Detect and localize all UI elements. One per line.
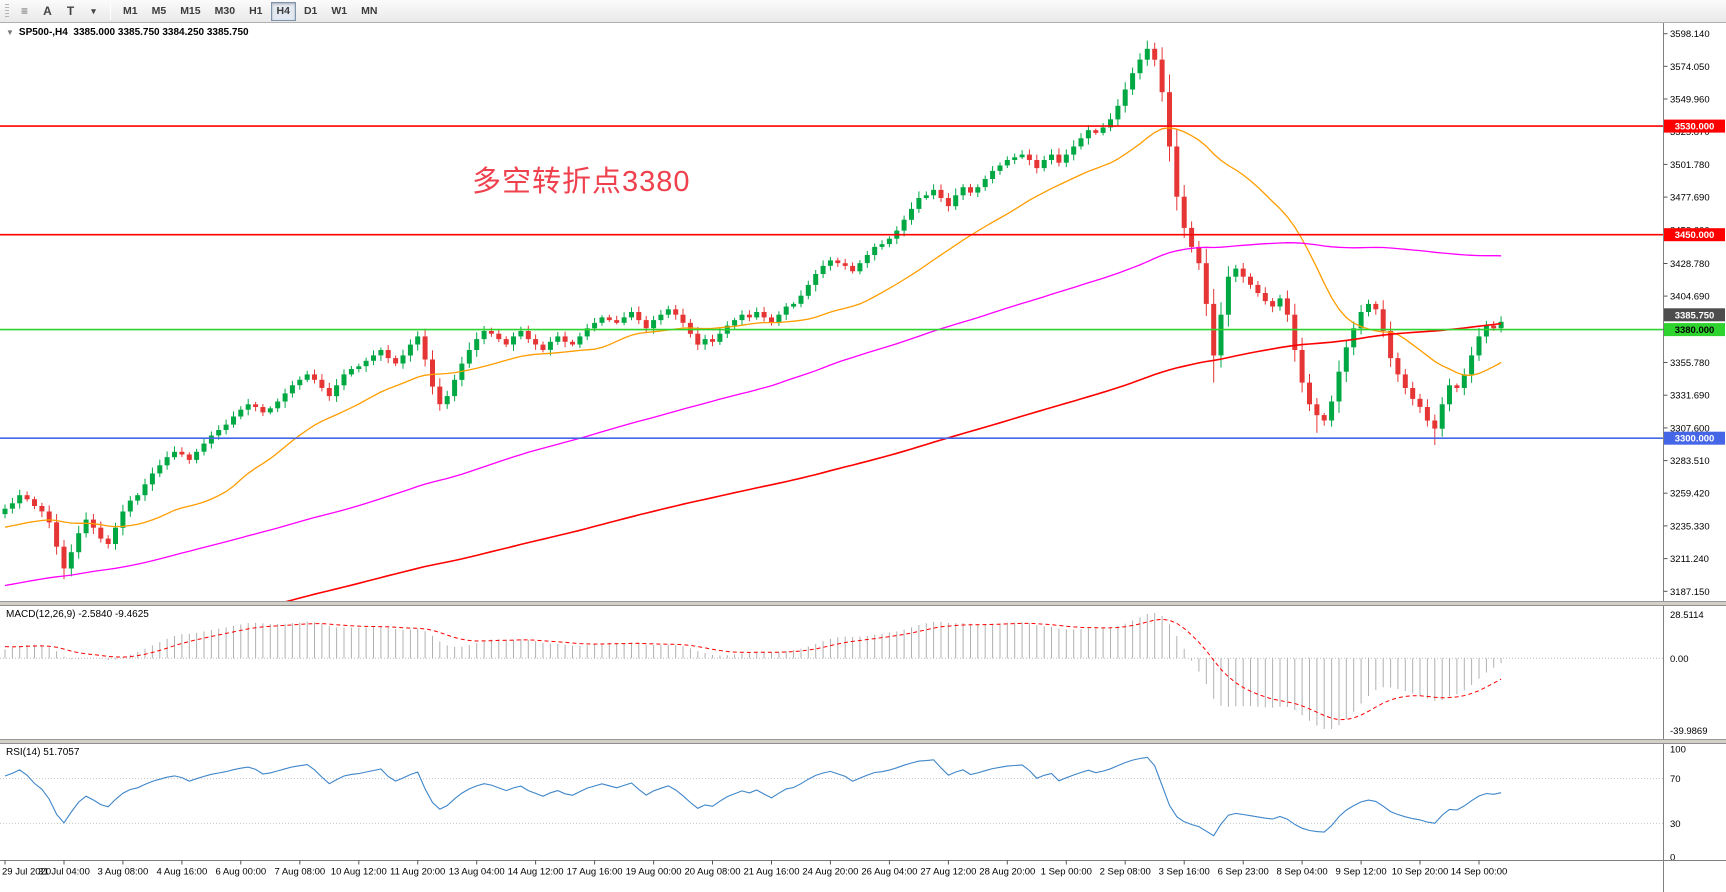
svg-text:3385.750: 3385.750: [1675, 310, 1715, 321]
rsi-panel: [0, 756, 1663, 837]
timeframe-button-m30[interactable]: M30: [209, 2, 241, 21]
svg-text:3259.420: 3259.420: [1670, 489, 1710, 500]
svg-text:11 Aug 20:00: 11 Aug 20:00: [390, 867, 445, 878]
svg-text:3307.600: 3307.600: [1670, 423, 1710, 434]
panel-divider-macd[interactable]: [0, 601, 1726, 606]
svg-text:3501.780: 3501.780: [1670, 160, 1710, 171]
timeframe-button-m5[interactable]: M5: [146, 2, 173, 21]
toolbar-separator: [110, 2, 111, 20]
svg-text:3283.510: 3283.510: [1670, 456, 1710, 467]
annotate-letter-a-button[interactable]: A: [37, 2, 58, 21]
svg-text:0.00: 0.00: [1670, 654, 1689, 665]
toolbar-icons: ≡ A T ▾: [13, 2, 105, 21]
rsi-header: RSI(14) 51.7057: [6, 747, 79, 758]
ma-mid-line: [4, 242, 1502, 587]
svg-text:3530.000: 3530.000: [1675, 122, 1715, 133]
svg-text:3574.050: 3574.050: [1670, 62, 1710, 73]
svg-text:28.5114: 28.5114: [1670, 610, 1704, 621]
timeframe-button-m1[interactable]: M1: [117, 2, 144, 21]
svg-text:3187.150: 3187.150: [1670, 587, 1710, 598]
svg-text:8 Sep 04:00: 8 Sep 04:00: [1276, 867, 1327, 878]
svg-text:24 Aug 20:00: 24 Aug 20:00: [802, 867, 858, 878]
svg-text:3 Aug 08:00: 3 Aug 08:00: [98, 867, 149, 878]
ma-fast-line: [4, 127, 1502, 528]
timeframe-group: M1 M5 M15 M30 H1 H4 D1 W1 MN: [116, 1, 384, 21]
chart-ohlc-header: SP500-,H4 3385.000 3385.750 3384.250 338…: [18, 27, 249, 38]
svg-text:70: 70: [1670, 774, 1681, 785]
svg-text:3428.780: 3428.780: [1670, 259, 1710, 270]
svg-text:3235.330: 3235.330: [1670, 521, 1710, 532]
candles-layer: [2, 40, 1504, 580]
macd-header: MACD(12,26,9) -2.5840 -9.4625: [6, 609, 149, 620]
svg-text:29 Jul 2020: 29 Jul 2020: [2, 867, 51, 878]
rsi-header-label: RSI(14) 51.7057: [6, 747, 80, 758]
svg-text:19 Aug 00:00: 19 Aug 00:00: [626, 867, 682, 878]
timeframe-button-w1[interactable]: W1: [325, 2, 353, 21]
svg-text:100: 100: [1670, 745, 1686, 756]
macd-header-label: MACD(12,26,9) -2.5840 -9.4625: [6, 609, 149, 620]
timeframe-button-mn[interactable]: MN: [355, 2, 383, 21]
annotation-text: 多空转折点3380: [472, 166, 691, 198]
svg-text:9 Sep 12:00: 9 Sep 12:00: [1335, 867, 1386, 878]
timeframe-button-h4[interactable]: H4: [270, 1, 296, 21]
svg-text:3549.960: 3549.960: [1670, 95, 1710, 106]
price-axis[interactable]: 3598.140 3574.050 3549.960 3525.870 3501.780…: [1663, 22, 1726, 892]
rsi-line: [4, 756, 1502, 837]
svg-text:3331.690: 3331.690: [1670, 391, 1710, 402]
svg-text:3477.690: 3477.690: [1670, 193, 1710, 204]
svg-text:3211.240: 3211.240: [1670, 554, 1709, 565]
toolbar: ≡ A T ▾ M1 M5 M15 M30 H1 H4 D1 W1 MN: [0, 0, 1726, 23]
svg-text:3525.870: 3525.870: [1670, 127, 1710, 138]
svg-text:6 Aug 00:00: 6 Aug 00:00: [215, 867, 266, 878]
svg-text:3380.000: 3380.000: [1675, 325, 1715, 336]
svg-text:13 Aug 04:00: 13 Aug 04:00: [449, 867, 505, 878]
svg-text:14 Sep 00:00: 14 Sep 00:00: [1451, 867, 1508, 878]
svg-text:10 Sep 20:00: 10 Sep 20:00: [1392, 867, 1449, 878]
svg-text:20 Aug 08:00: 20 Aug 08:00: [685, 867, 741, 878]
svg-text:28 Aug 20:00: 28 Aug 20:00: [979, 867, 1035, 878]
collapse-arrow-icon[interactable]: ▼: [6, 28, 14, 37]
text-tool-icon[interactable]: T: [60, 2, 81, 21]
svg-text:14 Aug 12:00: 14 Aug 12:00: [508, 867, 564, 878]
svg-text:31 Jul 04:00: 31 Jul 04:00: [38, 867, 90, 878]
macd-panel: [0, 613, 1663, 729]
svg-text:0: 0: [1670, 853, 1675, 864]
svg-text:21 Aug 16:00: 21 Aug 16:00: [744, 867, 800, 878]
svg-text:3404.690: 3404.690: [1670, 292, 1710, 303]
timeframe-button-d1[interactable]: D1: [298, 2, 323, 21]
svg-text:30: 30: [1670, 819, 1681, 830]
timeframe-button-m15[interactable]: M15: [174, 2, 206, 21]
svg-text:27 Aug 12:00: 27 Aug 12:00: [920, 867, 976, 878]
dropdown-caret-icon[interactable]: ▾: [83, 2, 104, 21]
svg-text:1 Sep 00:00: 1 Sep 00:00: [1041, 867, 1092, 878]
svg-text:7 Aug 08:00: 7 Aug 08:00: [274, 867, 325, 878]
svg-text:4 Aug 16:00: 4 Aug 16:00: [157, 867, 208, 878]
svg-text:26 Aug 04:00: 26 Aug 04:00: [861, 867, 917, 878]
panel-divider-rsi[interactable]: [0, 739, 1726, 744]
timeframe-button-h1[interactable]: H1: [243, 2, 268, 21]
main-chart-header: ▼ SP500-,H4 3385.000 3385.750 3384.250 3…: [6, 27, 249, 38]
svg-text:-39.9869: -39.9869: [1670, 726, 1708, 737]
toolbar-grip-handle[interactable]: [5, 4, 9, 18]
svg-text:2 Sep 08:00: 2 Sep 08:00: [1100, 867, 1151, 878]
charts-list-icon[interactable]: ≡: [14, 2, 35, 21]
svg-text:3300.000: 3300.000: [1675, 434, 1715, 445]
svg-text:6 Sep 23:00: 6 Sep 23:00: [1218, 867, 1269, 878]
svg-text:17 Aug 16:00: 17 Aug 16:00: [567, 867, 623, 878]
svg-text:10 Aug 12:00: 10 Aug 12:00: [331, 867, 387, 878]
ma-slow-line: [285, 322, 1502, 601]
svg-text:3598.140: 3598.140: [1670, 29, 1710, 40]
svg-text:3 Sep 16:00: 3 Sep 16:00: [1159, 867, 1210, 878]
svg-text:3450.000: 3450.000: [1675, 230, 1715, 241]
svg-text:3355.780: 3355.780: [1670, 358, 1710, 369]
